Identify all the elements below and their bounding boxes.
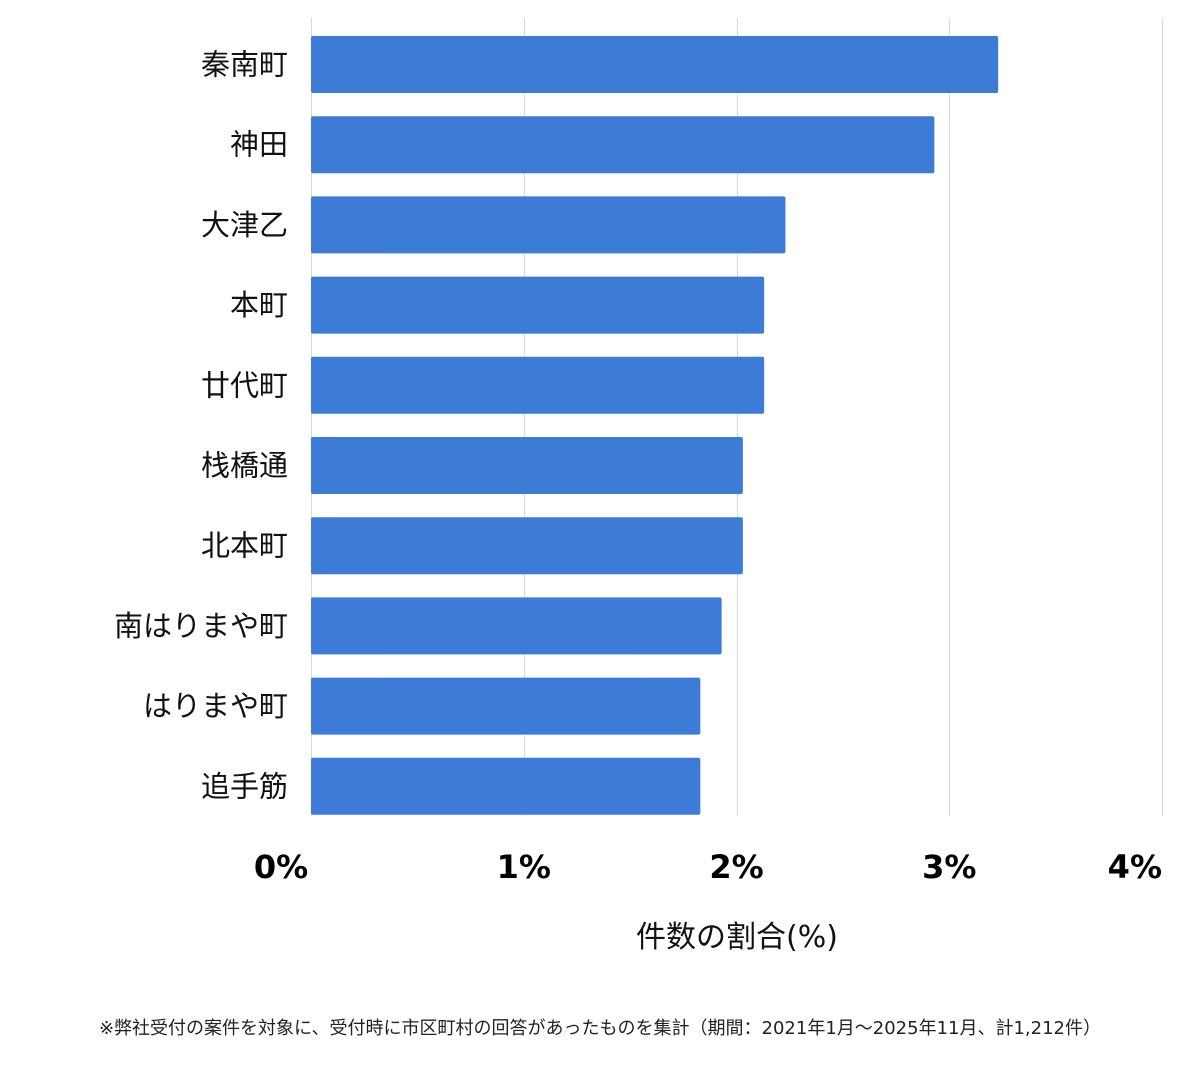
x-tick-label-4: 4%: [1108, 848, 1162, 886]
bar-7: [311, 597, 722, 655]
category-label-5: 栈橋通: [201, 449, 288, 483]
bar-4: [311, 356, 765, 414]
x-tick-label-2: 2%: [709, 848, 763, 886]
bar-2: [311, 196, 786, 254]
bar-9: [311, 757, 701, 815]
category-label-4: 廿代町: [201, 368, 288, 402]
category-label-6: 北本町: [201, 529, 288, 563]
x-tick-label-0: 0%: [254, 848, 308, 886]
category-label-8: はりまや町: [143, 689, 288, 723]
category-label-3: 本町: [230, 288, 288, 322]
bar-8: [311, 677, 701, 735]
category-label-2: 大津乙: [201, 208, 288, 242]
category-label-0: 秦南町: [201, 48, 288, 82]
x-tick-labels: 0% 1% 2% 3% 4%: [254, 848, 1162, 886]
x-tick-label-1: 1%: [497, 848, 551, 886]
category-label-9: 追手筋: [201, 769, 288, 803]
category-label-7: 南はりまや町: [114, 609, 288, 643]
bar-1: [311, 116, 935, 174]
bars: [311, 36, 999, 815]
bar-5: [311, 437, 743, 494]
x-axis-label: 件数の割合(%): [636, 920, 838, 955]
category-label-1: 神田: [230, 128, 288, 162]
footnote: ※弊社受付の案件を対象に、受付時に市区町村の回答があったものを集計（期間：202…: [98, 1018, 1102, 1039]
bar-6: [311, 517, 743, 575]
bar-3: [311, 276, 765, 334]
x-tick-label-3: 3%: [922, 848, 976, 886]
bar-0: [311, 36, 999, 93]
